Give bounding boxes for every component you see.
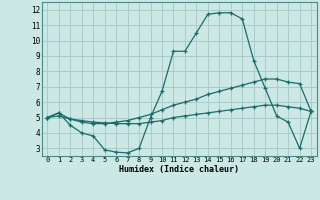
X-axis label: Humidex (Indice chaleur): Humidex (Indice chaleur) [119, 165, 239, 174]
